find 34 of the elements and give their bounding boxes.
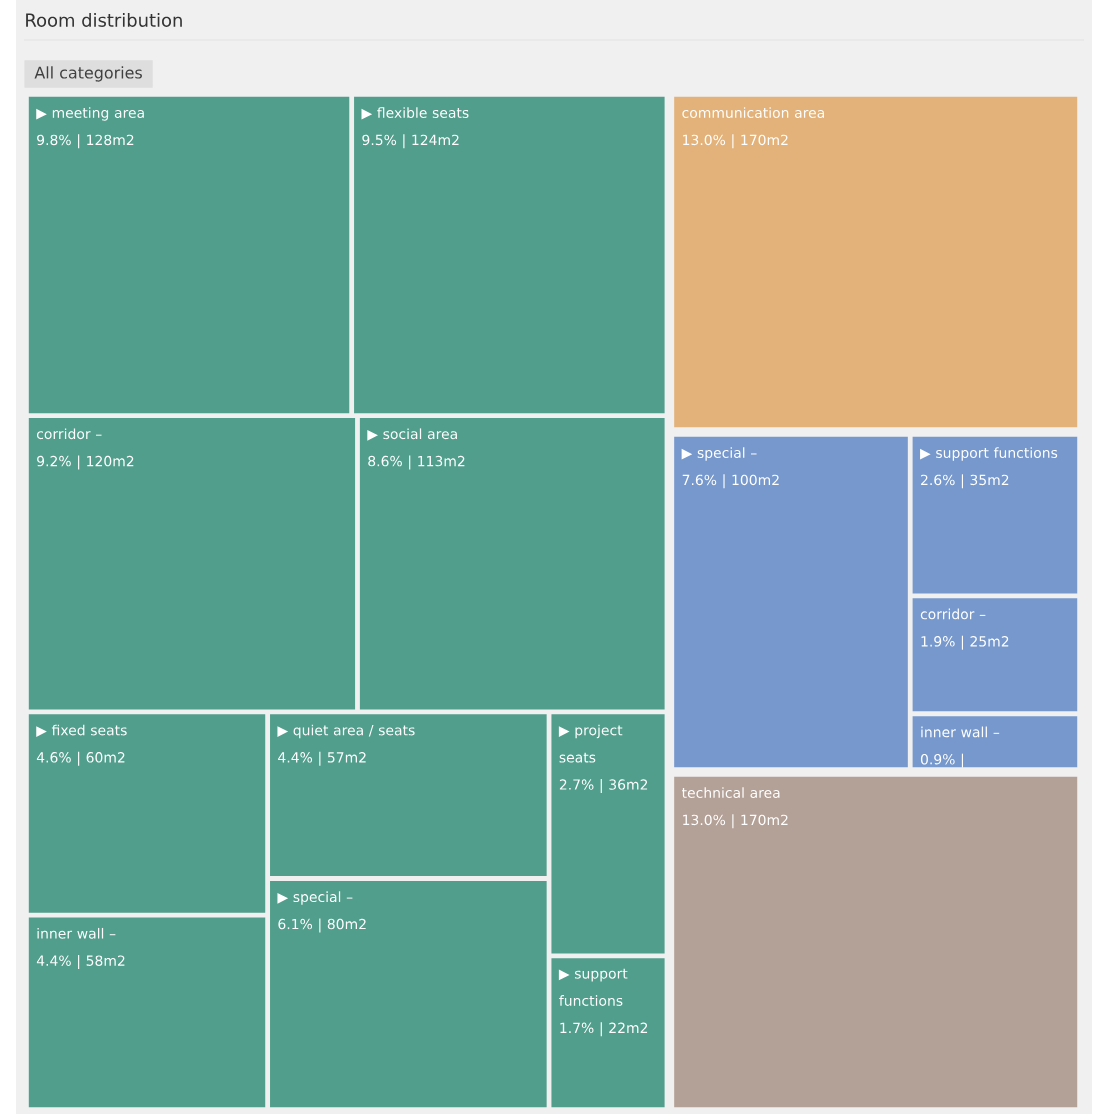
category-label: inner wall – xyxy=(37,927,116,939)
category-label: ▶ special – xyxy=(681,447,757,461)
data-label: 6.1% | 80m2 xyxy=(278,918,366,933)
category-label: ▶ flexible seats xyxy=(361,107,469,120)
data-label: 4.6% | 60m2 xyxy=(36,751,125,766)
data-label: 8.6% | 113m2 xyxy=(368,455,465,470)
data-label: 2.6% | 35m2 xyxy=(921,474,1009,489)
category-label: ▶ support functions xyxy=(920,447,1058,461)
category-label: ▶ fixed seats xyxy=(36,724,127,737)
category-label: communication area xyxy=(682,107,824,118)
data-label: 2.7% | 36m2 xyxy=(559,778,648,793)
data-label: 1.7% | 22m2 xyxy=(560,1022,648,1037)
category-label: ▶ social area xyxy=(367,428,457,441)
data-label: 9.5% | 124m2 xyxy=(362,134,459,149)
text: All categories xyxy=(34,66,142,82)
data-label: 13.0% | 170m2 xyxy=(683,134,788,149)
data-label: 4.4% | 57m2 xyxy=(278,751,366,766)
data-label: 9.8% | 128m2 xyxy=(37,134,134,149)
data-label: 7.6% | 100m2 xyxy=(682,474,779,489)
data-label: 9.2% | 120m2 xyxy=(37,455,134,470)
category-label: ▶ special – xyxy=(277,891,353,905)
category-label: ▶ support functions xyxy=(558,968,628,1006)
data-label: 1.9% | 25m2 xyxy=(921,635,1009,650)
data-label: 0.9% | xyxy=(920,753,964,768)
category-label: inner wall – xyxy=(921,726,1000,738)
data-label: 13.0% | 170m2 xyxy=(683,814,788,829)
category-label: corridor – xyxy=(36,428,102,440)
text: Room distribution xyxy=(26,13,182,27)
category-label: ▶ meeting area xyxy=(36,107,144,121)
category-label: technical area xyxy=(681,787,780,798)
data-label: 4.4% | 58m2 xyxy=(36,955,125,970)
category-label: ▶ project seats xyxy=(558,724,623,763)
category-label: corridor – xyxy=(920,608,986,620)
category-label: ▶ quiet area / seats xyxy=(277,724,415,739)
